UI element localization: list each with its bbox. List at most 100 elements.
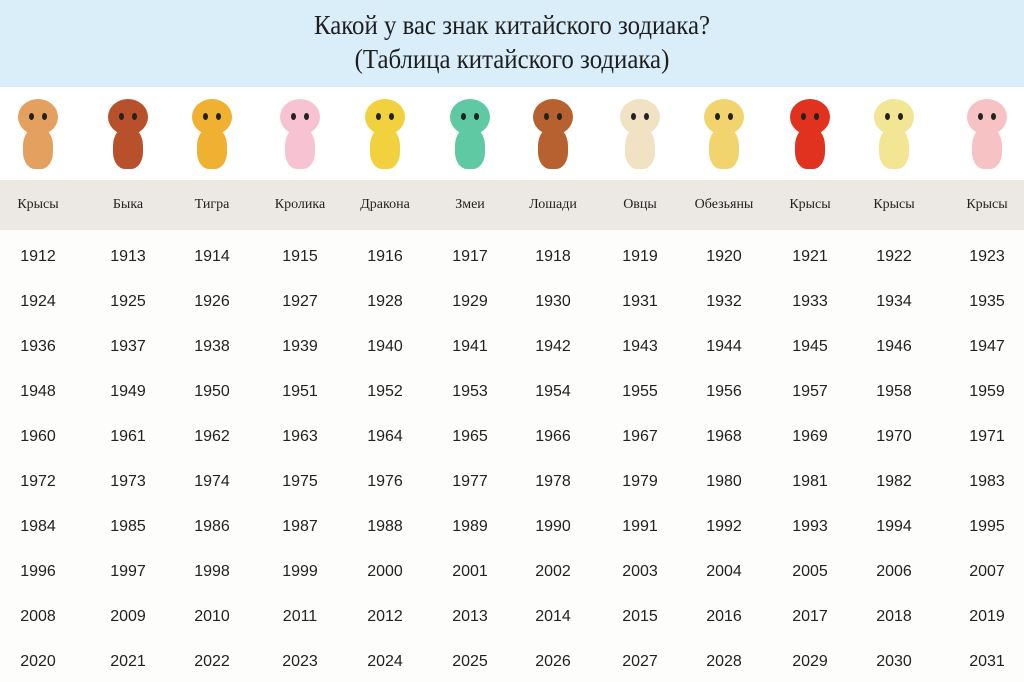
year-cell: 1972 <box>20 473 56 490</box>
year-cell: 1967 <box>622 428 658 445</box>
year-cell: 1947 <box>969 338 1005 355</box>
ox-icon <box>98 93 158 177</box>
year-cell: 1998 <box>194 563 230 580</box>
sign-label: Дракона <box>360 197 410 212</box>
year-cell: 1962 <box>194 428 230 445</box>
year-cell: 1915 <box>282 248 318 265</box>
dog-icon <box>864 93 924 177</box>
year-cell: 1954 <box>535 383 571 400</box>
sign-label: Быка <box>112 197 144 212</box>
year-cell: 1926 <box>194 293 230 310</box>
sign-label: Крысы <box>17 197 59 212</box>
year-cell: 2001 <box>452 563 488 580</box>
year-cell: 1943 <box>622 338 658 355</box>
year-cell: 2017 <box>792 608 828 625</box>
year-cell: 1938 <box>194 338 230 355</box>
sign-header-row: Крысы Быка Тигра Кролика Дракона Змеи Лошади Ов… <box>0 180 1024 230</box>
year-cell: 2029 <box>792 653 828 670</box>
year-cell: 2005 <box>792 563 828 580</box>
year-cell: 2031 <box>969 653 1005 670</box>
year-cell: 1989 <box>452 518 488 535</box>
year-cell: 1946 <box>876 338 912 355</box>
year-cell: 1963 <box>282 428 318 445</box>
year-cell: 1927 <box>282 293 318 310</box>
year-cell: 1929 <box>452 293 488 310</box>
year-cell: 2004 <box>706 563 742 580</box>
year-cell: 2012 <box>367 608 403 625</box>
year-cell: 1949 <box>110 383 146 400</box>
year-cell: 1980 <box>706 473 742 490</box>
year-cell: 1982 <box>876 473 912 490</box>
year-cell: 1964 <box>367 428 403 445</box>
year-cell: 2000 <box>367 563 403 580</box>
year-cell: 1961 <box>110 428 146 445</box>
title-line-2: (Таблица китайского зодиака) <box>354 44 670 74</box>
year-cell: 1956 <box>706 383 742 400</box>
year-cell: 2008 <box>20 608 56 625</box>
year-cell: 1919 <box>622 248 658 265</box>
year-cell: 1999 <box>282 563 318 580</box>
year-cell: 1981 <box>792 473 828 490</box>
rat-icon <box>8 93 68 177</box>
year-cell: 2007 <box>969 563 1005 580</box>
year-cell: 2021 <box>110 653 146 670</box>
year-cell: 1925 <box>110 293 146 310</box>
snake-icon <box>440 93 500 177</box>
year-cell: 1996 <box>20 563 56 580</box>
year-cell: 1912 <box>20 248 56 265</box>
year-cell: 1952 <box>367 383 403 400</box>
year-cell: 2011 <box>282 608 318 625</box>
year-cell: 1953 <box>452 383 488 400</box>
year-cell: 1983 <box>969 473 1005 490</box>
year-cell: 1950 <box>194 383 230 400</box>
year-cell: 1921 <box>792 248 828 265</box>
sign-label: Тигра <box>194 197 230 212</box>
year-cell: 1944 <box>706 338 742 355</box>
year-cell: 1941 <box>452 338 488 355</box>
year-cell: 2026 <box>535 653 571 670</box>
year-cell: 1917 <box>452 248 488 265</box>
year-cell: 1977 <box>452 473 488 490</box>
year-cell: 1945 <box>792 338 828 355</box>
monkey-icon <box>694 93 754 177</box>
year-cell: 1957 <box>792 383 828 400</box>
year-cell: 1922 <box>876 248 912 265</box>
animal-strip <box>0 87 1024 180</box>
year-cell: 1931 <box>622 293 658 310</box>
year-cell: 1916 <box>367 248 403 265</box>
year-cell: 2028 <box>706 653 742 670</box>
year-cell: 1991 <box>622 518 658 535</box>
year-cell: 1923 <box>969 248 1005 265</box>
year-cell: 1990 <box>535 518 571 535</box>
year-cell: 1913 <box>110 248 146 265</box>
year-cell: 1997 <box>110 563 146 580</box>
year-cell: 2018 <box>876 608 912 625</box>
horse-icon <box>523 93 583 177</box>
year-cell: 1969 <box>792 428 828 445</box>
year-cell: 1918 <box>535 248 571 265</box>
year-cell: 1995 <box>969 518 1005 535</box>
year-cell: 2015 <box>622 608 658 625</box>
year-cell: 1936 <box>20 338 56 355</box>
year-cell: 1942 <box>535 338 571 355</box>
year-cell: 1975 <box>282 473 318 490</box>
rabbit-icon <box>270 93 330 177</box>
tiger-icon <box>182 93 242 177</box>
year-cell: 1955 <box>622 383 658 400</box>
year-cell: 2023 <box>282 653 318 670</box>
year-cell: 1939 <box>282 338 318 355</box>
year-cell: 2013 <box>452 608 488 625</box>
year-cell: 2003 <box>622 563 658 580</box>
year-cell: 1934 <box>876 293 912 310</box>
sign-label: Кролика <box>274 197 326 212</box>
year-cell: 1937 <box>110 338 146 355</box>
year-cell: 1978 <box>535 473 571 490</box>
sign-label: Крысы <box>966 197 1008 212</box>
year-cell: 1966 <box>535 428 571 445</box>
year-cell: 2022 <box>194 653 230 670</box>
year-cell: 1933 <box>792 293 828 310</box>
year-cell: 2006 <box>876 563 912 580</box>
year-cell: 1987 <box>282 518 318 535</box>
year-cell: 1914 <box>194 248 230 265</box>
year-cell: 2024 <box>367 653 403 670</box>
